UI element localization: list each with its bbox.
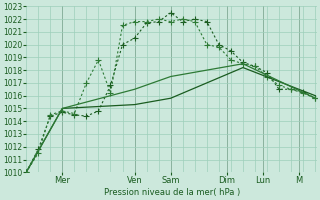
- X-axis label: Pression niveau de la mer( hPa ): Pression niveau de la mer( hPa ): [104, 188, 240, 197]
